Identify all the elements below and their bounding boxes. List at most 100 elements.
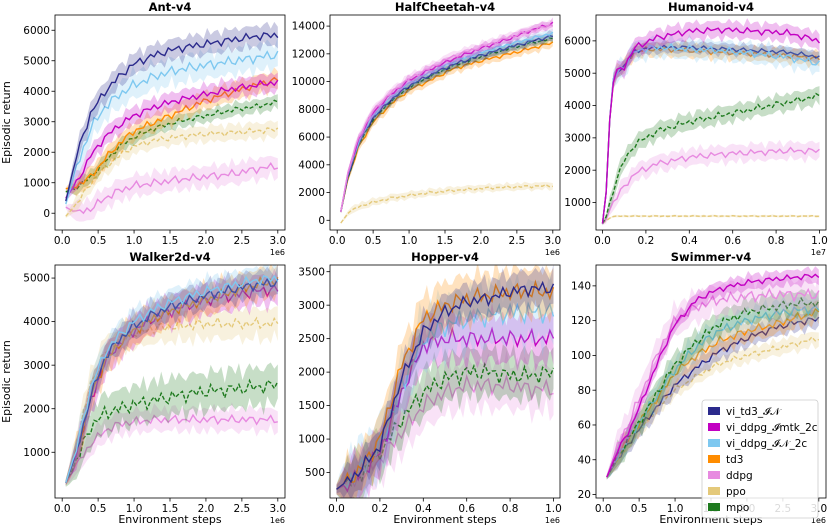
x-tick-label: 0.5 bbox=[365, 235, 382, 247]
y-tick-label: 2000 bbox=[23, 147, 50, 159]
y-axis-label: Episodic return bbox=[0, 340, 13, 423]
series-line-vi_ddpg_I_mtk_2c bbox=[65, 79, 279, 199]
chart-title: Walker2d-v4 bbox=[129, 250, 210, 264]
series-line-td3 bbox=[336, 279, 555, 490]
y-tick-label: 2500 bbox=[298, 333, 325, 345]
x-tick-label: 1.0 bbox=[126, 503, 143, 515]
series-line-ppo bbox=[65, 315, 279, 483]
y-tick-label: 80 bbox=[578, 385, 591, 397]
series-line-ddpg bbox=[65, 413, 278, 484]
y-tick-label: 1000 bbox=[564, 197, 591, 209]
plot-area bbox=[65, 265, 279, 487]
band-vi_ddpg_I_N_2c bbox=[602, 32, 820, 226]
y-tick-label: 2000 bbox=[298, 187, 325, 199]
band-ppo bbox=[65, 300, 278, 487]
legend-swatch-ppo bbox=[708, 487, 720, 495]
y-tick-label: 2000 bbox=[23, 403, 50, 415]
band-ppo bbox=[65, 120, 278, 218]
y-axis-label: Episodic return bbox=[0, 81, 13, 164]
legend-swatch-td3 bbox=[708, 455, 720, 463]
x-tick-label: 0.5 bbox=[90, 235, 107, 247]
plot-area bbox=[601, 18, 821, 226]
band-vi_ddpg_I_N_2c bbox=[340, 28, 553, 213]
band-td3 bbox=[606, 299, 819, 480]
chart-title: Hopper-v4 bbox=[411, 250, 479, 264]
band-ddpg bbox=[340, 19, 553, 213]
series-line-vi_td3_I_N bbox=[606, 316, 820, 478]
series-line-ppo bbox=[606, 336, 820, 478]
y-tick-label: 0 bbox=[43, 208, 50, 220]
x-scale-label: 1e6 bbox=[270, 248, 285, 257]
series-line-vi_ddpg_I_mtk_2c bbox=[336, 326, 555, 493]
y-tick-label: 4000 bbox=[23, 316, 50, 328]
legend-swatch-vi_td3_I_N bbox=[708, 407, 720, 415]
series-line-td3 bbox=[601, 45, 820, 224]
chart-title: Humanoid-v4 bbox=[668, 0, 754, 14]
y-tick-label: 1500 bbox=[298, 400, 325, 412]
y-tick-label: 2000 bbox=[298, 367, 325, 379]
y-tick-label: 2000 bbox=[564, 165, 591, 177]
band-td3 bbox=[340, 37, 553, 214]
y-tick-label: 500 bbox=[305, 467, 325, 479]
chart-panel-humanoid-v4: 0.0 0.2 0.4 0.6 0.8 1.0 1000 2000 3000 4000 5000 60… bbox=[564, 0, 828, 257]
series-line-ppo bbox=[65, 127, 279, 217]
x-tick-label: 1.0 bbox=[667, 503, 684, 515]
y-tick-label: 20 bbox=[578, 489, 591, 501]
x-tick-label: 0.4 bbox=[415, 503, 432, 515]
band-ddpg bbox=[336, 349, 554, 498]
y-tick-label: 12000 bbox=[292, 48, 325, 60]
y-tick-label: 60 bbox=[578, 420, 591, 432]
y-tick-label: 100 bbox=[571, 350, 591, 362]
series-line-vi_ddpg_I_N_2c bbox=[65, 50, 279, 205]
x-tick-label: 0.0 bbox=[594, 235, 611, 247]
series-line-ppo bbox=[602, 214, 820, 225]
x-tick-label: 1.5 bbox=[162, 503, 179, 515]
band-vi_td3_I_N bbox=[606, 309, 819, 480]
legend-swatch-ddpg bbox=[708, 471, 720, 479]
y-tick-label: 120 bbox=[571, 315, 591, 327]
plot-area bbox=[606, 266, 820, 481]
series-line-vi_td3_I_N bbox=[336, 280, 555, 490]
band-td3 bbox=[65, 67, 278, 197]
x-tick-label: 0.0 bbox=[329, 235, 346, 247]
chart-panel-halfcheetah-v4: 0.0 0.5 1.0 1.5 2.0 2.5 3.0 0 2000 4000 6000 8000 10… bbox=[292, 0, 562, 257]
y-tick-label: 4000 bbox=[298, 159, 325, 171]
y-tick-label: 0 bbox=[318, 215, 325, 227]
x-tick-label: 2.0 bbox=[473, 235, 490, 247]
chart-panel-hopper-v4: 0.0 0.2 0.4 0.6 0.8 1.0 500 1000 1500 2000 2500 300… bbox=[298, 250, 562, 526]
y-tick-label: 4000 bbox=[564, 100, 591, 112]
x-tick-label: 1.0 bbox=[126, 235, 143, 247]
chart-title: Swimmer-v4 bbox=[671, 250, 752, 264]
series-line-ddpg bbox=[65, 161, 279, 215]
series-line-ddpg bbox=[601, 146, 820, 225]
series-line-mpo bbox=[336, 362, 555, 490]
band-vi_ddpg_I_N_2c bbox=[65, 265, 278, 485]
band-vi_ddpg_I_mtk_2c bbox=[65, 72, 278, 200]
series-line-vi_ddpg_I_mtk_2c bbox=[606, 273, 820, 478]
legend-label-vi_ddpg_I_N_2c: vi_ddpg_𝓘𝒩_2c bbox=[726, 438, 807, 450]
x-scale-label: 1e6 bbox=[545, 248, 560, 257]
y-tick-label: 3000 bbox=[564, 132, 591, 144]
y-tick-label: 40 bbox=[578, 454, 591, 466]
x-axis-label: Environment steps bbox=[118, 513, 222, 526]
series-line-vi_td3_I_N bbox=[65, 32, 279, 202]
x-scale-label: 1e7 bbox=[811, 248, 826, 257]
legend-swatch-vi_ddpg_I_N_2c bbox=[708, 439, 720, 447]
x-tick-label: 3.0 bbox=[544, 235, 561, 247]
series-line-td3 bbox=[340, 41, 554, 213]
y-tick-label: 1000 bbox=[23, 447, 50, 459]
series-line-td3 bbox=[606, 307, 820, 478]
series-line-vi_ddpg_I_N_2c bbox=[65, 274, 279, 483]
series-line-mpo bbox=[601, 92, 820, 224]
series-line-ddpg bbox=[340, 24, 554, 213]
y-tick-label: 3500 bbox=[298, 266, 325, 278]
series-line-vi_ddpg_I_mtk_2c bbox=[601, 26, 821, 224]
y-tick-label: 10000 bbox=[292, 76, 325, 88]
x-tick-label: 0.5 bbox=[631, 503, 648, 515]
series-line-vi_ddpg_I_N_2c bbox=[606, 304, 820, 478]
y-tick-label: 1000 bbox=[23, 177, 50, 189]
x-tick-label: 2.0 bbox=[198, 503, 215, 515]
band-vi_ddpg_I_mtk_2c bbox=[602, 18, 820, 225]
x-tick-label: 0.2 bbox=[638, 235, 655, 247]
